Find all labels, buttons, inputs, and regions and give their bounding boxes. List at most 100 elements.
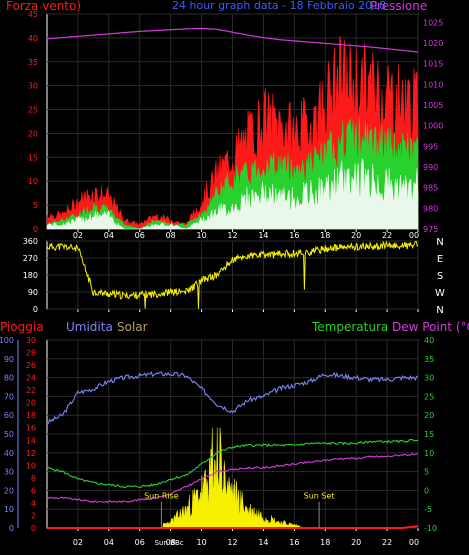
climate-panel-xtick-label: 08 [166, 538, 176, 547]
dewpoint-series [46, 453, 419, 504]
rain-label: Pioggia [0, 320, 44, 334]
temp-y-tick-label: 35 [424, 355, 434, 364]
temp-y-tick-label: 40 [424, 336, 434, 345]
wind-panel-xtick-label: 16 [289, 231, 299, 240]
direction-y-tick-label: 360 [23, 237, 38, 246]
dewpoint-label: Dew Point (°C) [392, 320, 469, 334]
rain-y-tick-label: 10 [26, 461, 36, 470]
rain-series [47, 525, 419, 529]
humidity-y-tick-label: 100 [0, 336, 14, 345]
temperature-series [46, 439, 419, 489]
wind-y-tick-label: 5 [33, 201, 38, 210]
rain-y-tick-label: 28 [26, 349, 36, 358]
wind-panel-xtick-label: 06 [135, 231, 145, 240]
wind-panel-xtick-label: 22 [382, 231, 392, 240]
humidity-y-tick-label: 70 [4, 392, 14, 401]
wind-panel-xtick-label: 08 [166, 231, 176, 240]
sun-event-label: Sun Set [304, 492, 335, 501]
rain-y-tick-label: 8 [31, 474, 36, 483]
humidity-y-tick-label: 60 [4, 411, 14, 420]
climate-panel-xtick-label: 22 [382, 538, 392, 547]
humidity-y-tick-label: 50 [4, 430, 14, 439]
wind-panel-xtick-label: 00 [409, 231, 419, 240]
rain-y-tick-label: 24 [26, 374, 36, 383]
wind-y-tick-label: 30 [28, 82, 38, 91]
humidity-y-tick-label: 20 [4, 486, 14, 495]
wind-y-tick-label: 20 [28, 129, 38, 138]
wind-panel-xtick-label: 12 [227, 231, 237, 240]
compass-label: N [436, 305, 443, 316]
climate-panel-xtick-label: 16 [289, 538, 299, 547]
wind-y-tick-label: 0 [33, 225, 38, 234]
rain-y-tick-label: 12 [26, 449, 36, 458]
wind-y-tick-label: 15 [28, 153, 38, 162]
wind-y-tick-label: 25 [28, 106, 38, 115]
compass-label: N [436, 237, 443, 248]
direction-y-tick-label: 180 [23, 271, 38, 280]
chart-title: 24 hour graph data - 18 Febbraio 2018 [172, 0, 386, 12]
humidity-y-tick-label: 10 [4, 505, 14, 514]
direction-y-tick-label: 90 [28, 288, 38, 297]
rain-y-tick-label: 2 [31, 511, 36, 520]
pressure-y-tick-label: 1020 [423, 39, 443, 48]
temperature-label: Temperatura [311, 320, 388, 334]
temp-y-tick-label: 30 [424, 374, 434, 383]
pressure-y-tick-label: 1000 [423, 122, 443, 131]
temp-y-tick-label: -10 [424, 524, 437, 533]
wind-panel-xtick-label: 02 [73, 231, 83, 240]
direction-y-tick-label: 0 [33, 305, 38, 314]
temp-y-tick-label: 25 [424, 392, 434, 401]
pressure-y-tick-label: 1005 [423, 101, 443, 110]
solar-series [162, 427, 303, 529]
temp-y-tick-label: 15 [424, 430, 434, 439]
compass-label: W [435, 288, 445, 299]
humidity-series [46, 371, 419, 425]
compass-label: E [437, 254, 443, 265]
wind-panel-xtick-label: 14 [258, 231, 268, 240]
rain-y-tick-label: 6 [31, 486, 36, 495]
pressure-y-tick-label: 1015 [423, 60, 443, 69]
humidity-y-tick-label: 0 [9, 524, 14, 533]
pressure-y-tick-label: 1025 [423, 18, 443, 27]
humidity-y-tick-label: 80 [4, 374, 14, 383]
rain-y-tick-label: 0 [31, 524, 36, 533]
direction-series [46, 240, 419, 309]
temp-y-tick-label: 0 [424, 486, 429, 495]
humidity-y-tick-label: 90 [4, 355, 14, 364]
rain-y-tick-label: 16 [26, 424, 36, 433]
temp-y-tick-label: 20 [424, 411, 434, 420]
pressure-y-tick-label: 990 [423, 163, 438, 172]
climate-panel-xtick-label: 10 [196, 538, 206, 547]
humidity-y-tick-label: 40 [4, 449, 14, 458]
rain-y-tick-label: 22 [26, 386, 36, 395]
climate-panel-xtick-label: 02 [73, 538, 83, 547]
pressure-y-tick-label: 975 [423, 225, 438, 234]
humidity-y-tick-label: 30 [4, 468, 14, 477]
rain-y-tick-label: 26 [26, 361, 36, 370]
climate-panel-xtick-label: 14 [258, 538, 268, 547]
solar-label: Solar [117, 320, 148, 334]
rain-y-tick-label: 18 [26, 411, 36, 420]
climate-panel-xtick-label: 20 [351, 538, 361, 547]
humidity-label: Umidita [66, 320, 113, 334]
pressure-y-tick-label: 995 [423, 142, 438, 151]
pressure-y-tick-label: 985 [423, 184, 438, 193]
climate-panel-xtick-label: 12 [227, 538, 237, 547]
pressure-series [46, 27, 419, 53]
temp-y-tick-label: 10 [424, 449, 434, 458]
rain-y-tick-label: 4 [31, 499, 36, 508]
rain-y-tick-label: 20 [26, 399, 36, 408]
wind-panel-xtick-label: 10 [196, 231, 206, 240]
pressure-y-tick-label: 1010 [423, 80, 443, 89]
wind-panel-xtick-label: 18 [320, 231, 330, 240]
wind-panel-xtick-label: 20 [351, 231, 361, 240]
wind-y-tick-label: 40 [28, 34, 38, 43]
sun-event-label: Sun Rise [144, 492, 179, 501]
temp-y-tick-label: -5 [424, 505, 432, 514]
wind-y-tick-label: 10 [28, 177, 38, 186]
climate-panel-xtick-label: 06 [135, 538, 145, 547]
climate-panel-xtick-label: 00 [409, 538, 419, 547]
temp-y-tick-label: 5 [424, 468, 429, 477]
wind-title: Forza vento) [6, 0, 81, 13]
